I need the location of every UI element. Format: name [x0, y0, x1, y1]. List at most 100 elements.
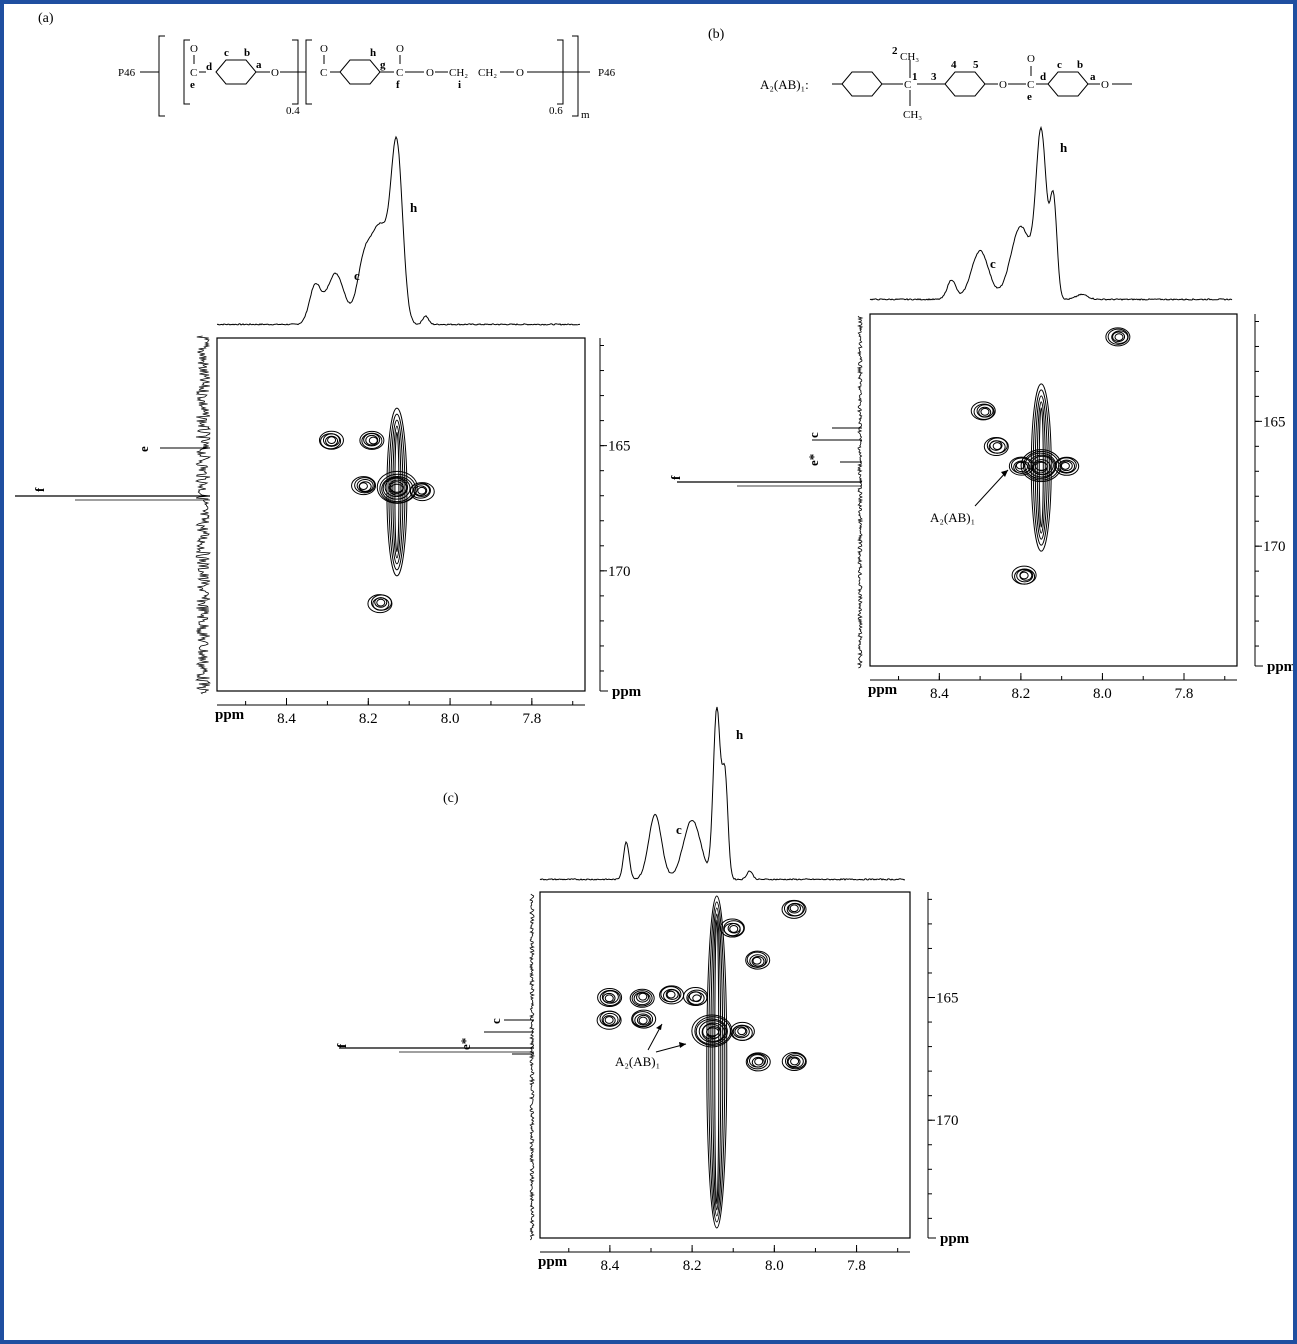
panel-b-contour-ring — [989, 440, 1003, 451]
svg-text:m: m — [581, 109, 590, 121]
panel-c-contour-ring — [686, 989, 708, 1006]
panel-b-contour-peak — [1008, 456, 1034, 476]
panel-a-contour-ring — [417, 486, 427, 495]
svg-text:P46: P46 — [598, 67, 616, 79]
panel-b-x-tick-label: 7.8 — [1175, 686, 1194, 702]
svg-text:O: O — [1027, 53, 1035, 65]
panel-c-side-noise — [528, 893, 536, 1241]
panel-c-streak-ring — [710, 907, 724, 1217]
svg-text:O: O — [396, 43, 404, 55]
svg-text:4: 4 — [951, 59, 957, 71]
panel-a-contour-ring — [409, 482, 431, 499]
panel-c-contour-peak — [597, 988, 623, 1008]
panel-c-streak-ring — [712, 913, 722, 1211]
panel-b-contour-ring — [980, 407, 990, 416]
panel-c-side-label-2: f — [334, 1043, 349, 1048]
panel-b-contour-ring — [992, 442, 1002, 450]
panel-c-contour-ring — [602, 992, 616, 1004]
panel-a-contour-peak — [359, 430, 385, 450]
panel-b-contour-ring — [978, 406, 992, 418]
panel-a-y-tick-label: 165 — [608, 439, 631, 455]
panel-c-contour-ring — [719, 918, 745, 938]
panel-b-top-projection — [869, 125, 1233, 301]
panel-c-contour-ring — [691, 1014, 733, 1048]
panel-c-contour-ring — [787, 1056, 801, 1068]
panel-b-contour-ring — [1055, 457, 1077, 474]
panel-a-contour-ring — [359, 430, 385, 450]
panel-c-contour-ring — [604, 994, 614, 1003]
panel-c-y-unit: ppm — [940, 1231, 970, 1247]
svg-text:0.6: 0.6 — [549, 105, 563, 117]
annotation-a2ab1-b: A₂(AB)₁ — [930, 510, 975, 525]
svg-text:3: 3 — [931, 71, 937, 83]
panel-a-streak-ring — [392, 425, 402, 559]
panel-b-y-tick-label: 170 — [1263, 539, 1286, 555]
panel-b-streak-ring — [1038, 407, 1044, 528]
panel-b-y-unit: ppm — [1267, 659, 1297, 675]
panel-a-streak-ring — [390, 419, 404, 565]
panel-c-contour-ring — [789, 904, 799, 913]
panel-c-arrowhead-2 — [679, 1042, 686, 1048]
panel-c-contour-ring — [631, 1009, 657, 1029]
panel-b-side-label-1: e* — [806, 454, 821, 466]
panel-c-contour-ring — [601, 1012, 619, 1027]
panel-a-contour-peak — [351, 476, 377, 496]
svg-text:C: C — [1027, 79, 1034, 91]
svg-text:d: d — [206, 61, 212, 73]
panel-a-streak-ring — [386, 407, 408, 577]
svg-text:d: d — [1040, 71, 1046, 83]
panel-c-contour-ring — [634, 1013, 652, 1027]
panel-a-contour-ring — [354, 477, 376, 494]
panel-c-contour-ring — [745, 950, 771, 970]
svg-text:1: 1 — [912, 71, 918, 83]
svg-text:g: g — [380, 59, 386, 71]
panel-b-x-tick-label: 8.2 — [1012, 686, 1031, 702]
panel-a-contour-peak — [409, 482, 435, 502]
panel-c-arrowhead-1 — [656, 1024, 662, 1030]
panel-a-x-tick-label: 8.4 — [277, 711, 296, 727]
panel-c-contour-ring — [729, 925, 739, 933]
panel-a-contour-ring — [382, 476, 411, 500]
panel-b-streak-ring — [1036, 401, 1046, 534]
panel-b-letter: (b) — [708, 27, 725, 42]
structure-b — [832, 60, 1132, 106]
panel-c-x-tick-label: 8.4 — [601, 1258, 620, 1274]
panel-c-x-tick-label: 8.0 — [765, 1258, 784, 1274]
svg-text:O: O — [999, 79, 1007, 91]
panel-a-contour-ring — [356, 478, 374, 493]
panel-a-contour-ring — [365, 434, 379, 446]
panel-b-contour-peak — [970, 401, 996, 421]
annotation-a2ab1-c: A₂(AB)₁ — [615, 1054, 660, 1069]
panel-c-contour-peak — [631, 1009, 657, 1029]
panel-a-contour-ring — [414, 485, 428, 496]
panel-a-contour-ring — [381, 475, 414, 503]
structure-b-labels: A₂(AB)₁: 2 CH₃ 1 C CH₃ 3 4 5 O O C e d c… — [760, 45, 1109, 121]
panel-b-contour-ring — [1054, 456, 1080, 476]
svg-text:e: e — [1027, 91, 1032, 103]
panel-b-arrowhead — [1001, 470, 1008, 477]
panel-b-side-label-0: c — [806, 432, 821, 438]
svg-text:2: 2 — [892, 45, 898, 57]
panel-c-contour-peak — [745, 950, 771, 970]
panel-c-contour-ring — [666, 990, 676, 999]
svg-text:O: O — [516, 67, 524, 79]
panel-c-contour-ring — [638, 992, 648, 1001]
structure-a — [140, 35, 590, 117]
panel-b-plot-frame — [869, 313, 1238, 667]
panel-a-peak-label-h: h — [410, 200, 418, 215]
panel-c-contour-peak — [683, 987, 709, 1007]
panel-a-contour-peak — [367, 594, 393, 614]
panel-c-contour-ring — [636, 1014, 650, 1026]
panel-b-peak-label-h: h — [1060, 140, 1068, 155]
panel-b-peak-label-c: c — [990, 256, 996, 271]
chart-layer: 8.4 8.2 8.0 7.8 ppm 165 170 ppm c h e f 8.4 8.2 8.0 7.8… — [15, 125, 1297, 1274]
svg-text:c: c — [224, 47, 229, 59]
svg-text:CH₂: CH₂ — [449, 67, 468, 79]
panel-c-contour-ring — [599, 989, 621, 1007]
panel-a-contour-ring — [363, 432, 381, 447]
panel-c-contour-peak — [596, 1010, 622, 1030]
svg-text:C: C — [396, 67, 403, 79]
panel-c-contour-peak — [629, 988, 655, 1008]
